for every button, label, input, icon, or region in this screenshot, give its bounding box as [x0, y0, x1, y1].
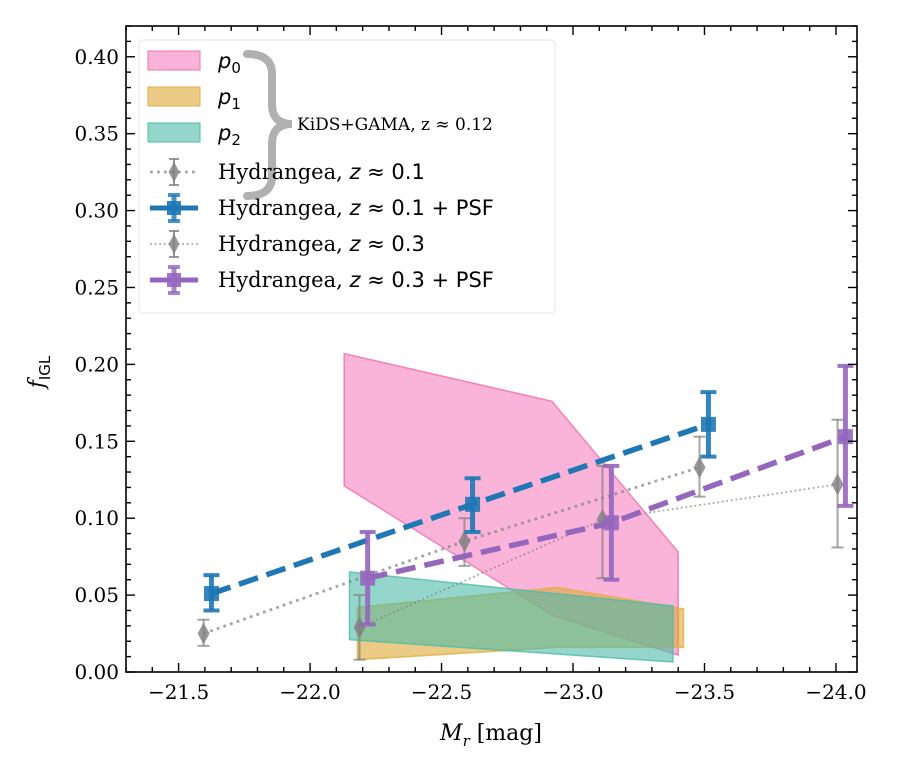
- y-axis-label-sub: IGL: [36, 355, 54, 380]
- series-layer: [197, 363, 854, 661]
- series-line: [203, 466, 700, 635]
- y-tick-label: 0.30: [74, 199, 119, 223]
- data-point: [831, 473, 844, 496]
- data-point: [197, 622, 210, 645]
- legend-label-main: p: [217, 85, 231, 109]
- legend-label: Hydrangea, z ≈ 0.3 + PSF: [218, 268, 494, 292]
- y-tick-label: 0.25: [74, 275, 119, 299]
- legend-box: [138, 39, 556, 314]
- y-tick-label: 0.00: [74, 660, 119, 684]
- legend-label-prefix: Hydrangea,: [218, 232, 349, 256]
- legend-label-p1: p1: [217, 85, 241, 113]
- legend-label-z: z: [348, 196, 361, 220]
- x-tick-label: −23.0: [542, 680, 603, 704]
- data-point: [353, 616, 366, 639]
- legend-label: Hydrangea, z ≈ 0.1 + PSF: [218, 196, 494, 220]
- y-tick-label: 0.15: [74, 429, 119, 453]
- data-point: [693, 456, 706, 479]
- region-p2: [348, 571, 674, 663]
- series-0: [197, 435, 706, 647]
- x-axis-label-sub: r: [463, 732, 471, 750]
- x-tick-label: −22.0: [279, 680, 340, 704]
- legend-label-p2: p2: [217, 121, 241, 149]
- x-tick-label: −24.0: [805, 680, 866, 704]
- legend-label-suffix: ≈ 0.3: [360, 232, 424, 256]
- legend-label-main: p: [217, 49, 231, 73]
- legend-marker: [167, 201, 181, 215]
- y-tick-label: 0.35: [74, 122, 119, 146]
- data-point: [203, 586, 219, 602]
- y-tick-label: 0.20: [74, 352, 119, 376]
- legend-swatch-p0: [147, 50, 201, 71]
- ticks-layer: [125, 25, 857, 673]
- legend-label-z: z: [348, 268, 361, 292]
- x-axis-label: Mr [mag]: [439, 721, 542, 750]
- legend-entry-1: Hydrangea, z ≈ 0.1 + PSF: [150, 193, 494, 223]
- legend-entry-3: Hydrangea, z ≈ 0.3 + PSF: [150, 265, 494, 295]
- y-tick-label: 0.05: [74, 583, 119, 607]
- x-tick-label: −21.5: [148, 680, 209, 704]
- data-point: [458, 530, 471, 553]
- legend-label-sub: 2: [231, 131, 241, 149]
- region-p0: [343, 352, 679, 657]
- legend-entry-2: Hydrangea, z ≈ 0.3: [150, 230, 425, 258]
- y-axis-label: fIGL: [25, 355, 54, 390]
- x-axis-label-main: M: [439, 721, 463, 746]
- legend-marker: [168, 234, 180, 254]
- legend-swatch-p1: [147, 86, 201, 107]
- legend-label-suffix: ≈ 0.3 + PSF: [360, 268, 493, 292]
- data-point: [837, 429, 853, 445]
- y-tick-label: 0.40: [74, 45, 119, 69]
- x-tick-label: −23.5: [674, 680, 735, 704]
- legend-label: Hydrangea, z ≈ 0.3: [218, 232, 425, 256]
- x-tick-label: −22.5: [411, 680, 472, 704]
- legend-label-suffix: ≈ 0.1 + PSF: [360, 196, 493, 220]
- legend-marker: [167, 273, 181, 287]
- regions-layer: [343, 352, 685, 663]
- series-line: [359, 483, 838, 629]
- legend-group-label: KiDS+GAMA, z ≈ 0.12: [297, 115, 493, 135]
- legend-marker: [168, 162, 180, 182]
- legend-label-z: z: [348, 160, 361, 184]
- x-axis-label-unit: [mag]: [470, 721, 542, 746]
- legend-label-z: z: [348, 232, 361, 256]
- tick-labels: −21.5 −22.0 −22.5 −23.0 −23.5 −24.0 0.00 0.05 0.…: [74, 45, 866, 704]
- legend-entry-0: Hydrangea, z ≈ 0.1: [150, 158, 425, 186]
- series-1: [203, 390, 717, 613]
- legend-swatch-p2: [147, 122, 201, 143]
- data-point: [700, 416, 716, 432]
- data-point: [465, 496, 481, 512]
- data-point: [603, 515, 619, 531]
- legend-label-sub: 0: [231, 59, 241, 77]
- legend-label-prefix: Hydrangea,: [218, 160, 349, 184]
- data-point: [360, 570, 376, 586]
- series-2: [353, 418, 844, 661]
- legend-label: Hydrangea, z ≈ 0.1: [218, 160, 425, 184]
- legend-label-sub: 1: [231, 95, 241, 113]
- series-3: [359, 363, 854, 627]
- legend-label-prefix: Hydrangea,: [218, 268, 349, 292]
- legend-label-main: p: [217, 121, 231, 145]
- legend-label-prefix: Hydrangea,: [218, 196, 349, 220]
- legend-brace: [243, 50, 293, 200]
- legend-label-p0: p0: [217, 49, 241, 77]
- y-tick-label: 0.10: [74, 506, 119, 530]
- legend-label-suffix: ≈ 0.1: [360, 160, 424, 184]
